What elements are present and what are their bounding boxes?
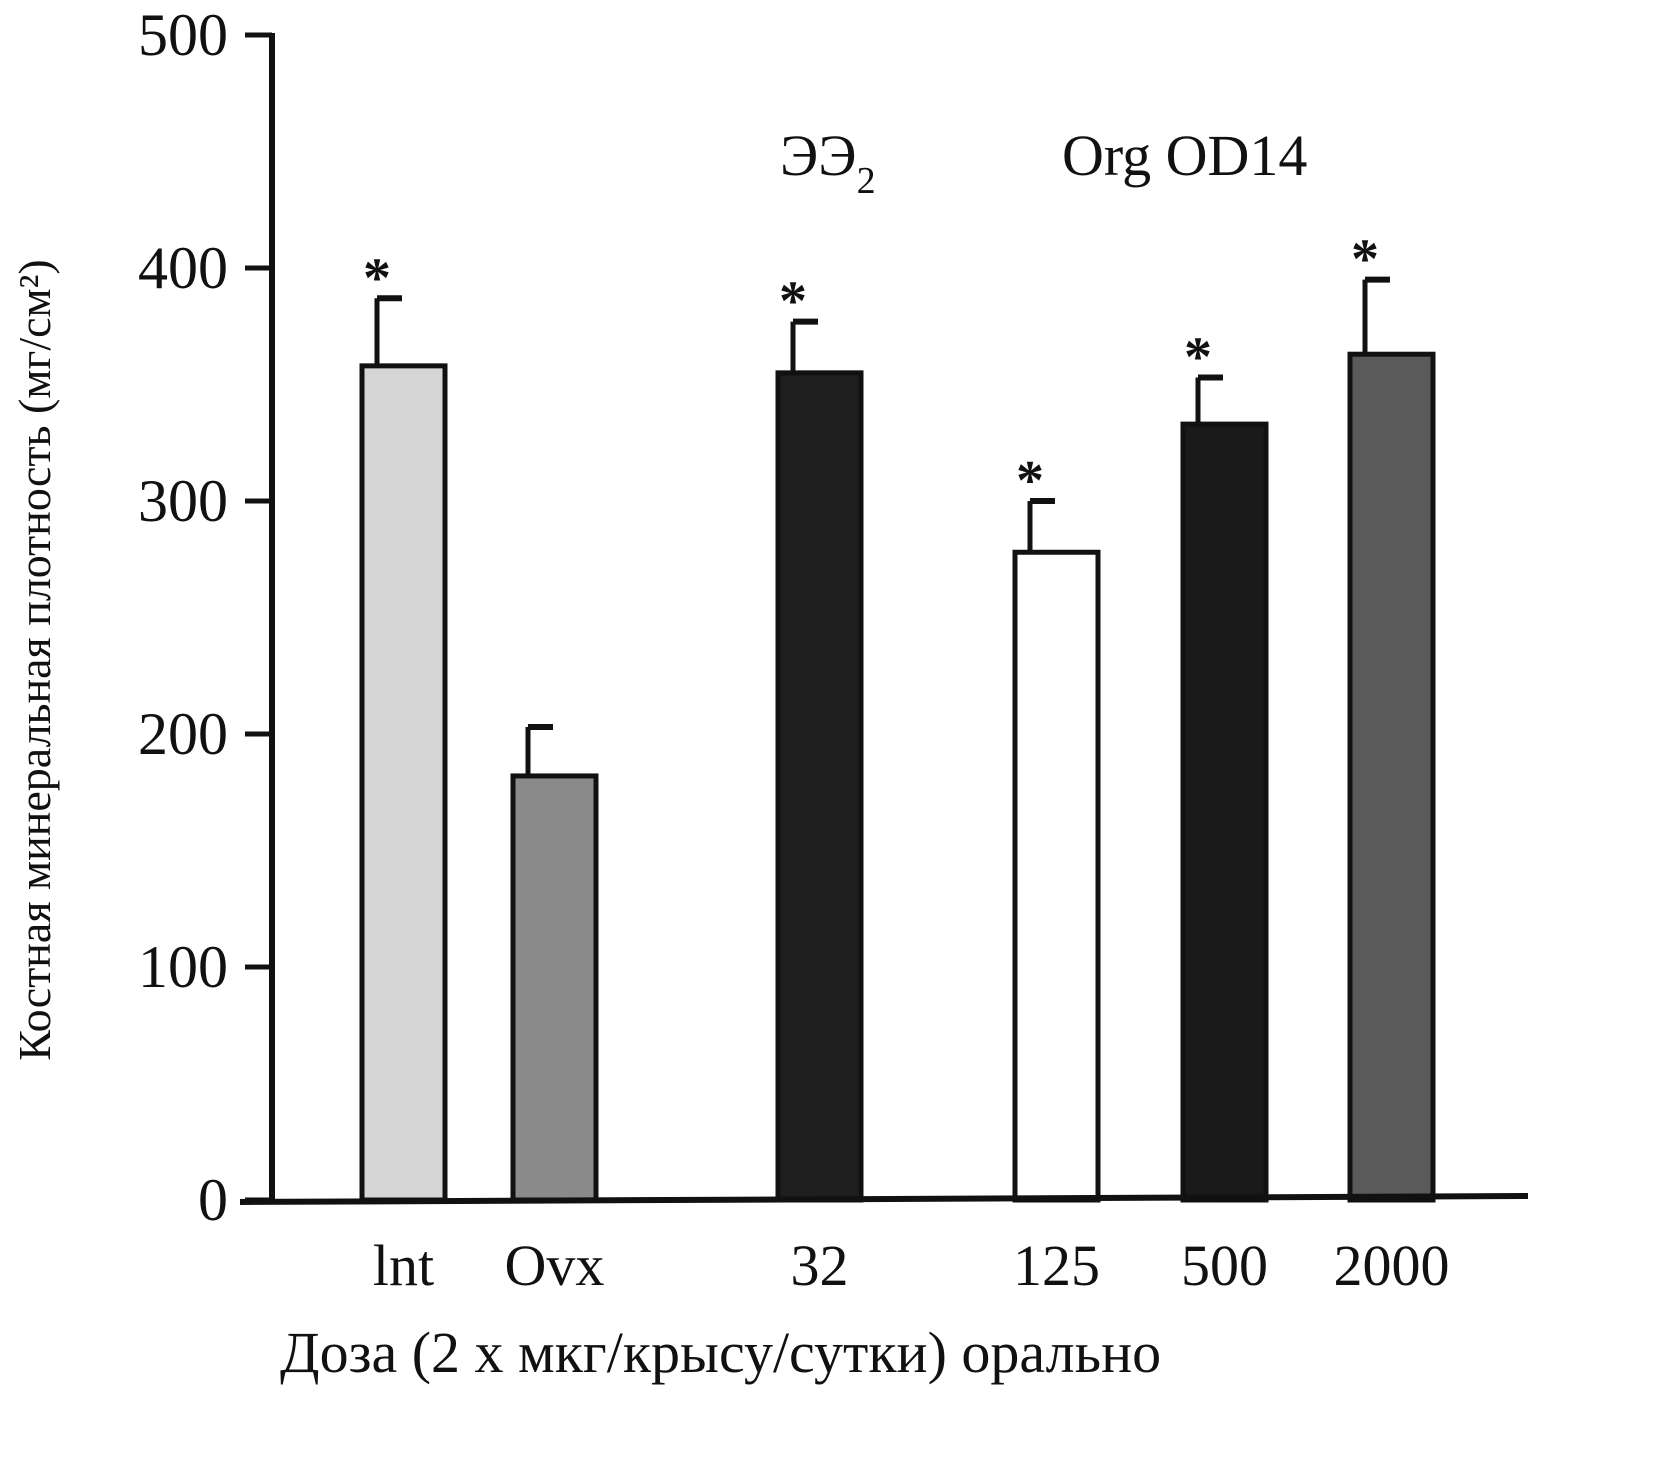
y-tick-label: 500 [138, 2, 228, 68]
bar-32 [775, 370, 864, 1203]
group-label-org-od14: Org OD14 [1062, 123, 1307, 188]
bar-lnt [359, 363, 448, 1203]
bars: * * * * * [359, 229, 1436, 1203]
x-tick-label: Ovx [505, 1233, 605, 1298]
bar-Ovx [510, 773, 599, 1203]
significance-marker: * [1184, 327, 1212, 389]
x-tick-label: lnt [373, 1233, 434, 1298]
x-tick-label: 500 [1181, 1233, 1268, 1298]
y-tick-label: 400 [138, 235, 228, 301]
y-tick-label: 300 [138, 468, 228, 534]
significance-marker: * [1016, 450, 1044, 512]
significance-marker: * [1351, 229, 1379, 291]
bar-500 [1180, 421, 1269, 1203]
x-tick-label: 32 [791, 1233, 849, 1298]
bar-2000 [1347, 351, 1436, 1203]
significance-marker: * [779, 271, 807, 333]
y-tick-label: 0 [198, 1167, 228, 1233]
x-tick-label: 2000 [1334, 1233, 1450, 1298]
y-axis-label: Костная минеральная плотность (мг/см²) [9, 259, 60, 1061]
y-axis-ticks: 0 100 200 300 400 500 [138, 2, 272, 1233]
y-tick-label: 200 [138, 701, 228, 767]
significance-marker: * [363, 247, 391, 309]
x-axis-label: Доза (2 х мкг/крысу/сутки) орально [280, 1320, 1161, 1385]
x-axis [239, 1193, 1529, 1205]
bar-125 [1012, 549, 1101, 1203]
x-tick-label: 125 [1013, 1233, 1100, 1298]
group-label-ee2: ЭЭ2 [780, 123, 876, 202]
x-axis-tick-labels: lnt Ovx 32 125 500 2000 [373, 1233, 1450, 1298]
y-tick-label: 100 [138, 934, 228, 1000]
